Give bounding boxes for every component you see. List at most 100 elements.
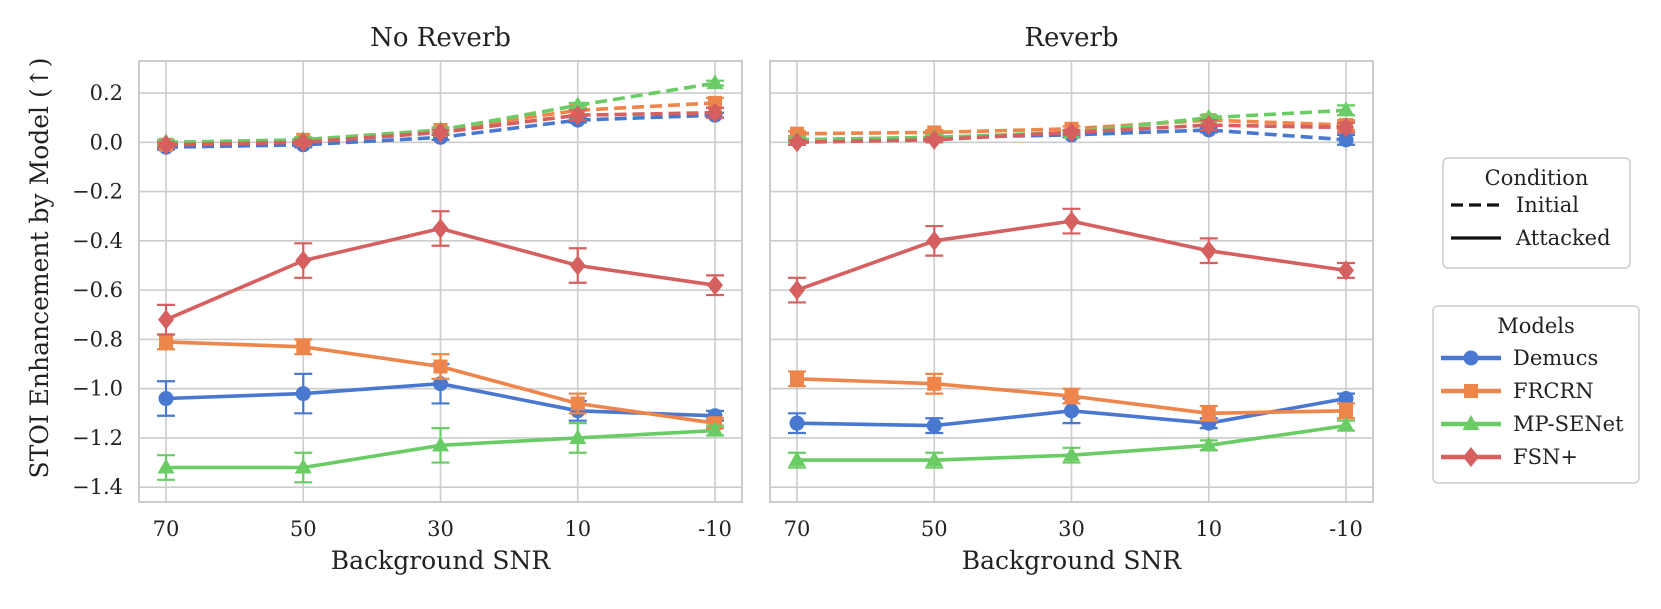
panel-reverb: Reverb 70 50 30 10 -10 Background SNR bbox=[769, 23, 1374, 575]
data-point bbox=[158, 391, 174, 407]
data-point bbox=[432, 122, 449, 143]
x-axis-label: Background SNR bbox=[331, 546, 552, 575]
series-demucs-attacked bbox=[788, 391, 1355, 435]
x-tick-label: 70 bbox=[153, 517, 180, 541]
series-fsn-attacked bbox=[788, 207, 1355, 304]
series-mp-senet-attacked bbox=[157, 421, 724, 484]
series-mp-senet-attacked bbox=[788, 416, 1355, 469]
legend-title: Models bbox=[1497, 314, 1575, 338]
data-point bbox=[789, 132, 805, 153]
legend-label: FSN+ bbox=[1513, 445, 1578, 469]
legend-label: FRCRN bbox=[1513, 379, 1594, 403]
y-tick-label: −1.4 bbox=[72, 475, 123, 499]
data-point bbox=[158, 134, 174, 155]
series-fsn-initial bbox=[788, 115, 1355, 153]
legend-models: Models Demucs FRCRN MP-SENet FSN+ bbox=[1432, 305, 1640, 484]
data-point bbox=[432, 436, 449, 452]
legend-marker-fsn bbox=[1463, 447, 1479, 467]
data-point bbox=[925, 451, 943, 467]
y-tick-label: −1.2 bbox=[72, 426, 123, 450]
data-point bbox=[294, 458, 312, 474]
x-tick-label: 30 bbox=[427, 517, 454, 541]
data-point bbox=[569, 255, 586, 276]
x-tick-label: 50 bbox=[921, 517, 948, 541]
legend-marker-frcrn bbox=[1464, 384, 1478, 398]
data-point bbox=[1338, 391, 1354, 407]
data-point bbox=[157, 458, 175, 474]
data-point bbox=[570, 396, 585, 411]
y-tick-label: −0.2 bbox=[72, 180, 123, 204]
data-point bbox=[926, 418, 942, 434]
data-point bbox=[1200, 115, 1217, 136]
data-point bbox=[1337, 416, 1355, 432]
data-point bbox=[569, 428, 587, 444]
data-point bbox=[1063, 122, 1080, 143]
series-frcrn-attacked bbox=[788, 370, 1355, 422]
x-tick-label: -10 bbox=[698, 517, 732, 541]
plot-frame bbox=[769, 60, 1374, 503]
data-point bbox=[707, 275, 723, 296]
data-point bbox=[1337, 101, 1355, 117]
data-point bbox=[926, 129, 943, 150]
data-point bbox=[1064, 403, 1079, 419]
data-point bbox=[432, 218, 449, 239]
legend-condition: Condition Initial Attacked bbox=[1442, 157, 1631, 269]
data-point bbox=[926, 230, 943, 251]
data-point bbox=[1064, 389, 1079, 404]
legend-frame bbox=[1442, 157, 1631, 269]
panel-title: Reverb bbox=[1024, 23, 1118, 53]
y-tick-label: 0.2 bbox=[90, 81, 123, 105]
data-point bbox=[159, 334, 173, 349]
legend-marker-demucs bbox=[1463, 350, 1479, 366]
y-tick-label: −1.0 bbox=[72, 377, 123, 401]
legend-marker-mp-senet bbox=[1462, 415, 1480, 430]
data-point bbox=[295, 250, 312, 271]
data-point bbox=[788, 451, 806, 467]
data-point bbox=[1200, 240, 1217, 261]
legend-label: MP-SENet bbox=[1513, 412, 1624, 436]
data-point bbox=[789, 415, 805, 431]
data-point bbox=[1338, 260, 1354, 281]
data-point bbox=[927, 376, 942, 391]
data-point bbox=[706, 74, 724, 90]
data-point bbox=[433, 376, 448, 392]
data-point bbox=[707, 102, 723, 123]
data-point bbox=[569, 105, 586, 126]
data-point bbox=[1339, 403, 1353, 418]
x-tick-label: 30 bbox=[1058, 517, 1085, 541]
data-point bbox=[790, 371, 804, 386]
plot-frame bbox=[138, 60, 743, 503]
x-tick-label: 10 bbox=[1195, 517, 1222, 541]
data-point bbox=[789, 280, 805, 301]
legend-label: Attacked bbox=[1515, 226, 1611, 250]
y-axis-label: STOI Enhancement by Model (↑) bbox=[25, 58, 54, 479]
x-tick-label: 10 bbox=[564, 517, 591, 541]
y-tick-label: −0.4 bbox=[72, 229, 123, 253]
data-point bbox=[1200, 436, 1218, 452]
data-point bbox=[1338, 132, 1354, 148]
data-point bbox=[706, 421, 724, 437]
panel-title: No Reverb bbox=[370, 23, 511, 53]
series-fsn-attacked bbox=[157, 210, 724, 336]
panel-no-reverb: No Reverb 0.2 0.0 −0.2 −0.4 −0.6 −0.8 −1.0 −1.2 −… bbox=[72, 23, 743, 575]
legend-title: Condition bbox=[1485, 166, 1589, 190]
x-tick-label: 50 bbox=[290, 517, 317, 541]
data-point bbox=[569, 96, 587, 112]
data-point bbox=[1063, 211, 1080, 232]
data-point bbox=[296, 339, 311, 354]
data-point bbox=[295, 386, 311, 402]
x-tick-label: 70 bbox=[784, 517, 811, 541]
data-point bbox=[433, 359, 448, 374]
legend-label: Initial bbox=[1516, 193, 1579, 217]
y-tick-label: 0.0 bbox=[90, 130, 123, 154]
legend-label: Demucs bbox=[1513, 346, 1598, 370]
legend-frame bbox=[1432, 305, 1640, 484]
data-point bbox=[1201, 406, 1216, 421]
x-tick-label: -10 bbox=[1329, 517, 1363, 541]
x-axis-label: Background SNR bbox=[962, 546, 1183, 575]
data-point bbox=[1063, 446, 1080, 462]
y-tick-label: −0.6 bbox=[72, 278, 123, 302]
y-tick-label: −0.8 bbox=[72, 327, 123, 351]
